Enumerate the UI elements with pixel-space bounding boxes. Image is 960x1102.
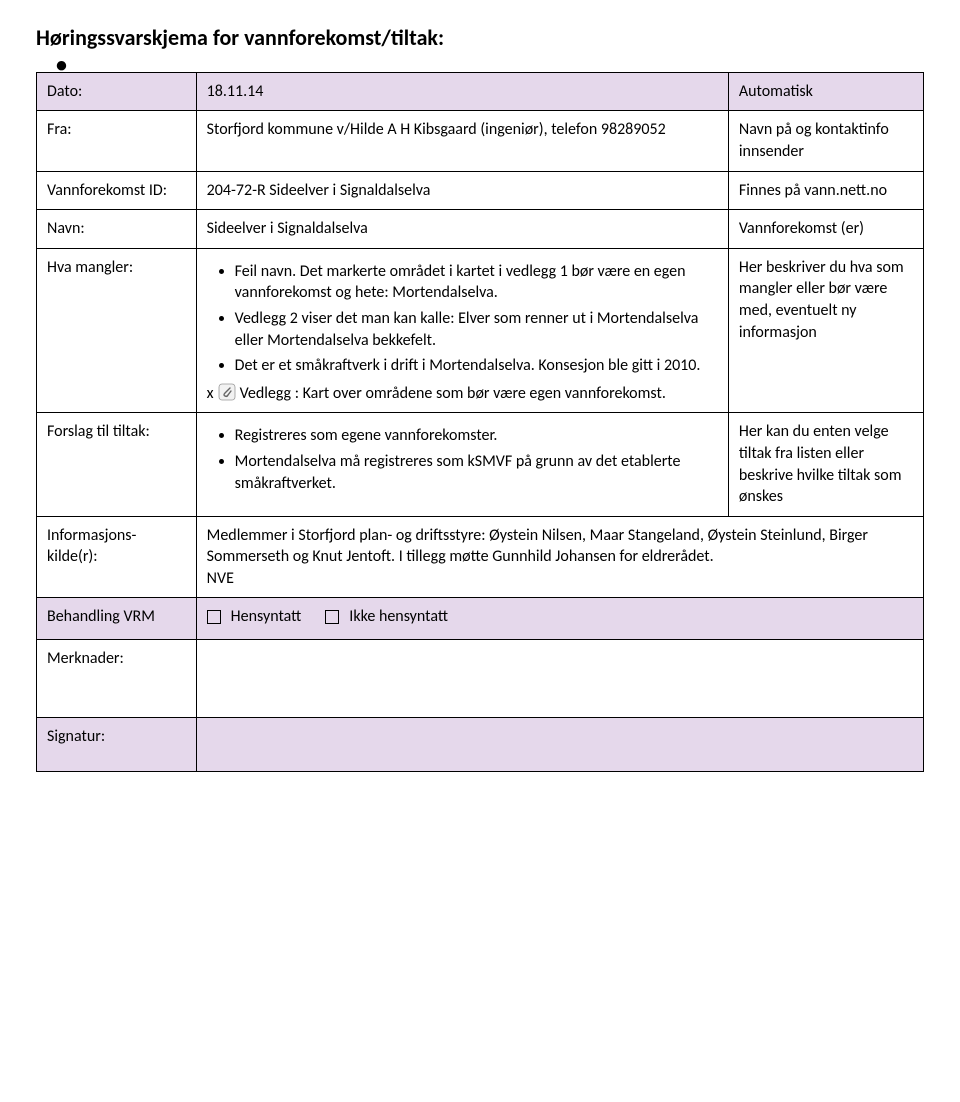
- checkbox-label: Ikke hensyntatt: [349, 606, 448, 628]
- label-forslag: Forslag til tiltak:: [37, 413, 197, 516]
- label-vfid: Vannforekomst ID:: [37, 171, 197, 210]
- checkbox-icon: [207, 610, 221, 624]
- note-mangler: Her beskriver du hva som mangler eller b…: [728, 248, 923, 413]
- page-title: Høringssvarskjema for vannforekomst/tilt…: [36, 24, 924, 51]
- note-navn: Vannforekomst (er): [728, 210, 923, 249]
- row-info: Informasjons-kilde(r): Medlemmer i Storf…: [37, 516, 924, 598]
- value-merknader[interactable]: [196, 639, 923, 717]
- row-fra: Fra: Storfjord kommune v/Hilde A H Kibsg…: [37, 111, 924, 171]
- row-behandling: Behandling VRM Hensyntatt Ikke hensyntat…: [37, 598, 924, 639]
- row-forslag: Forslag til tiltak: Registreres som egen…: [37, 413, 924, 516]
- label-navn: Navn:: [37, 210, 197, 249]
- row-signatur: Signatur:: [37, 717, 924, 771]
- forslag-item: Registreres som egene vannforekomster.: [235, 425, 718, 447]
- label-info: Informasjons-kilde(r):: [37, 516, 197, 598]
- checkbox-hensyntatt[interactable]: Hensyntatt: [207, 606, 302, 628]
- info-text-1: Medlemmer i Storfjord plan- og driftssty…: [207, 525, 913, 568]
- form-table: Dato: 18.11.14 Automatisk Fra: Storfjord…: [36, 72, 924, 772]
- label-mangler: Hva mangler:: [37, 248, 197, 413]
- checkbox-ikke-hensyntatt[interactable]: Ikke hensyntatt: [325, 606, 448, 628]
- row-vfid: Vannforekomst ID: 204-72-R Sideelver i S…: [37, 171, 924, 210]
- value-vfid: 204-72-R Sideelver i Signaldalselva: [196, 171, 728, 210]
- row-mangler: Hva mangler: Feil navn. Det markerte omr…: [37, 248, 924, 413]
- label-signatur: Signatur:: [37, 717, 197, 771]
- row-merknader: Merknader:: [37, 639, 924, 717]
- value-info: Medlemmer i Storfjord plan- og driftssty…: [196, 516, 923, 598]
- forslag-item: Mortendalselva må registreres som kSMVF …: [235, 451, 718, 494]
- value-behandling: Hensyntatt Ikke hensyntatt: [196, 598, 923, 639]
- note-fra: Navn på og kontaktinfo innsender: [728, 111, 923, 171]
- value-forslag: Registreres som egene vannforekomster. M…: [196, 413, 728, 516]
- mangler-item: Feil navn. Det markerte området i kartet…: [235, 261, 718, 304]
- mangler-item: Vedlegg 2 viser det man kan kalle: Elver…: [235, 308, 718, 351]
- note-dato: Automatisk: [728, 72, 923, 111]
- checkbox-icon: [325, 610, 339, 624]
- value-dato: 18.11.14: [196, 72, 728, 111]
- attach-prefix: x: [207, 383, 214, 405]
- label-dato: Dato:: [37, 72, 197, 111]
- attachment-icon: [218, 383, 236, 401]
- info-text-2: NVE: [207, 568, 913, 590]
- value-signatur[interactable]: [196, 717, 923, 771]
- value-mangler: Feil navn. Det markerte området i kartet…: [196, 248, 728, 413]
- attach-text: Vedlegg : Kart over områdene som bør vær…: [240, 383, 666, 405]
- value-fra: Storfjord kommune v/Hilde A H Kibsgaard …: [196, 111, 728, 171]
- bullet-decor: •: [36, 61, 924, 70]
- label-fra: Fra:: [37, 111, 197, 171]
- row-navn: Navn: Sideelver i Signaldalselva Vannfor…: [37, 210, 924, 249]
- label-merknader: Merknader:: [37, 639, 197, 717]
- label-behandling: Behandling VRM: [37, 598, 197, 639]
- checkbox-label: Hensyntatt: [231, 606, 302, 628]
- value-navn: Sideelver i Signaldalselva: [196, 210, 728, 249]
- mangler-item: Det er et småkraftverk i drift i Mortend…: [235, 355, 718, 377]
- row-dato: Dato: 18.11.14 Automatisk: [37, 72, 924, 111]
- note-forslag: Her kan du enten velge tiltak fra listen…: [728, 413, 923, 516]
- note-vfid: Finnes på vann.nett.no: [728, 171, 923, 210]
- attachment-line: x Vedlegg : Kart over områdene som bør v…: [207, 383, 718, 405]
